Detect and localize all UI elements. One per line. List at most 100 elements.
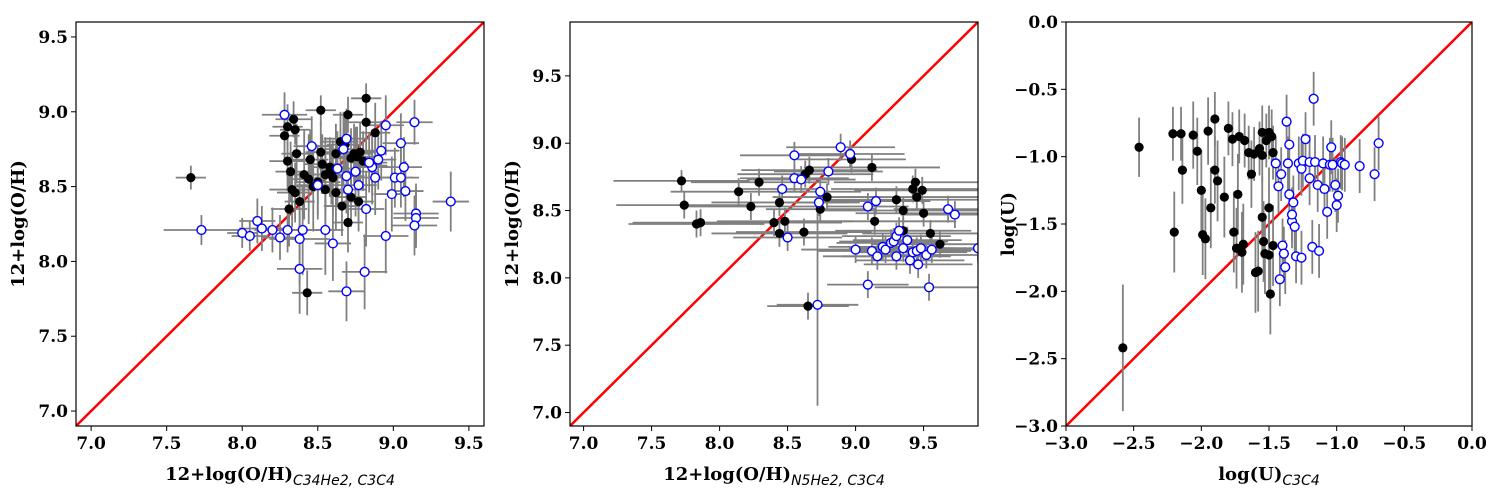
markers-open <box>1270 93 1384 285</box>
y-tick-label: 9.5 <box>532 67 562 87</box>
open-marker <box>926 244 937 255</box>
filled-marker <box>1237 247 1247 257</box>
open-marker <box>376 145 387 156</box>
y-tick-label: −3.0 <box>1014 417 1058 437</box>
open-marker <box>1331 200 1342 211</box>
open-marker <box>1319 183 1330 195</box>
open-marker <box>815 186 826 197</box>
open-marker <box>902 235 913 246</box>
panel-logu-c3c4: −3.0 −2.5 −2.0 −1.5 −1.0 −0.5 0.0 −3.0 −2.5 −2.0 −… <box>998 13 1487 489</box>
open-marker <box>342 184 354 195</box>
open-marker <box>862 279 873 290</box>
filled-marker <box>1134 142 1144 152</box>
y-tick-label: 9.0 <box>38 103 68 123</box>
open-marker <box>1326 142 1337 153</box>
x-tick-label: −2.5 <box>1112 434 1156 454</box>
open-marker <box>400 185 411 197</box>
open-marker <box>327 238 338 249</box>
x-tick-label: −1.5 <box>1247 434 1291 454</box>
filled-marker <box>1118 343 1128 353</box>
x-tick-label: 7.0 <box>569 434 599 454</box>
filled-marker <box>676 176 687 186</box>
filled-marker <box>867 162 877 173</box>
y-tick-label: 8.0 <box>532 269 562 289</box>
filled-marker <box>919 208 929 218</box>
filled-marker <box>1212 176 1223 186</box>
y-axis-label: 12+log(O/H) <box>502 160 523 288</box>
open-marker <box>1332 190 1344 201</box>
open-marker <box>862 201 873 212</box>
filled-marker <box>1257 212 1267 222</box>
y-tick-label: 8.5 <box>532 202 562 222</box>
open-marker <box>338 144 349 155</box>
open-marker <box>1313 245 1325 257</box>
x-tick-label: 8.5 <box>303 434 333 454</box>
open-marker <box>386 188 397 200</box>
filled-marker <box>1219 192 1229 202</box>
filled-marker <box>282 122 293 132</box>
filled-marker <box>1210 114 1220 124</box>
x-tick-label: 8.0 <box>227 434 257 454</box>
filled-marker <box>769 218 779 228</box>
x-tick-label: 7.5 <box>637 434 667 454</box>
open-marker <box>267 224 278 236</box>
x-axis-label: log(U)C3C4 <box>1218 464 1320 489</box>
filled-marker <box>279 131 290 141</box>
open-marker <box>1284 139 1295 150</box>
y-tick-label: 7.0 <box>532 404 562 424</box>
panel-oh-c34he2: 7.0 7.5 8.0 8.5 9.0 9.5 7.0 7.5 8.0 8.5 9.0 9.5 12+l… <box>8 21 485 489</box>
y-tick-label: −0.5 <box>1014 80 1058 100</box>
filled-marker <box>282 156 293 166</box>
filled-marker <box>289 114 299 124</box>
open-marker <box>796 174 807 185</box>
open-marker <box>361 203 372 215</box>
x-tick-label: 8.5 <box>773 434 803 454</box>
filled-marker <box>361 117 371 127</box>
plot-area <box>570 22 978 426</box>
filled-marker <box>285 167 296 177</box>
open-marker <box>891 251 902 262</box>
open-marker <box>1281 116 1292 127</box>
filled-marker <box>316 105 326 115</box>
open-marker <box>872 251 883 262</box>
x-tick-label: 9.5 <box>909 434 939 454</box>
open-marker <box>1270 158 1281 169</box>
open-marker <box>373 154 384 165</box>
open-marker <box>341 133 352 144</box>
filled-marker <box>305 155 315 165</box>
filled-marker <box>803 301 813 311</box>
open-marker <box>1309 156 1321 168</box>
filled-marker <box>774 228 785 239</box>
y-tick-label: 7.5 <box>532 336 562 356</box>
filled-marker <box>891 195 902 205</box>
open-marker <box>1282 158 1294 169</box>
x-tick-label: 7.0 <box>76 434 106 454</box>
open-marker <box>445 196 456 207</box>
open-marker <box>1289 221 1300 232</box>
filled-marker <box>320 184 330 195</box>
y-tick-label: −2.5 <box>1014 350 1058 370</box>
markers-filled <box>676 154 945 311</box>
filled-marker <box>343 110 353 120</box>
filled-marker <box>1196 185 1206 195</box>
filled-marker <box>774 197 785 208</box>
open-marker <box>1284 189 1295 200</box>
open-marker <box>341 171 352 182</box>
x-tick-label: −1.0 <box>1315 434 1359 454</box>
open-marker <box>1304 173 1315 184</box>
open-marker <box>1277 240 1288 251</box>
open-marker <box>812 299 823 310</box>
open-marker <box>282 224 293 236</box>
open-marker <box>913 259 924 270</box>
filled-marker <box>822 192 832 202</box>
open-marker <box>196 224 207 236</box>
filled-marker <box>292 149 302 159</box>
open-marker <box>880 244 891 255</box>
x-tick-label: 9.0 <box>841 434 871 454</box>
open-marker <box>1300 134 1311 145</box>
open-marker <box>320 224 331 236</box>
filled-marker <box>1168 129 1178 139</box>
open-marker <box>942 204 954 215</box>
x-tick-label: −3.0 <box>1044 434 1088 454</box>
